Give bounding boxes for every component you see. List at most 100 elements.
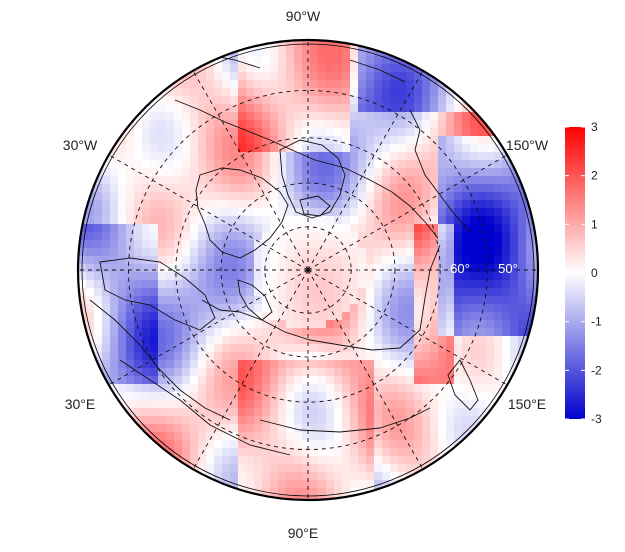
field-cell [174,80,183,89]
field-cell [174,232,183,241]
field-cell [174,48,183,57]
field-cell [102,408,111,417]
field-cell [422,256,431,265]
field-cell [470,64,479,73]
field-cell [374,40,383,49]
field-cell [462,56,471,65]
field-cell [454,248,463,257]
field-cell [254,488,263,497]
field-cell [158,216,167,225]
field-cell [382,456,391,465]
field-cell [158,192,167,201]
field-cell [526,232,535,241]
field-cell [190,456,199,465]
field-cell [318,136,327,145]
field-cell [414,56,423,65]
field-cell [158,144,167,153]
field-cell [118,232,127,241]
field-cell [166,208,175,217]
field-cell [158,184,167,193]
field-cell [286,352,295,361]
field-cell [398,232,407,241]
field-cell [150,64,159,73]
field-cell [134,216,143,225]
field-cell [374,88,383,97]
field-cell [358,440,367,449]
field-cell [270,352,279,361]
field-cell [326,168,335,177]
field-cell [342,464,351,473]
field-cell [278,208,287,217]
field-cell [110,176,119,185]
field-cell [446,352,455,361]
field-cell [230,40,239,49]
field-cell [374,216,383,225]
field-cell [214,224,223,233]
field-cell [526,40,535,49]
field-cell [326,424,335,433]
meridian-210 [108,154,309,271]
field-cell [158,120,167,129]
field-cell [286,256,295,265]
field-cell [446,304,455,313]
field-cell [94,272,103,281]
field-cell [318,488,327,497]
field-cell [390,408,399,417]
field-cell [262,64,271,73]
field-cell [78,120,87,129]
field-cell [214,88,223,97]
field-cell [366,240,375,249]
field-cell [366,72,375,81]
field-cell [526,80,535,89]
field-cell [430,208,439,217]
field-cell [414,424,423,433]
field-cell [462,120,471,129]
field-cell [406,128,415,137]
field-cell [102,96,111,105]
field-cell [118,40,127,49]
field-cell [206,48,215,57]
field-cell [166,40,175,49]
field-cell [118,280,127,289]
field-cell [326,432,335,441]
field-cell [502,480,511,489]
field-cell [374,64,383,73]
field-cell [494,464,503,473]
field-cell [166,104,175,113]
field-cell [446,488,455,497]
field-cell [198,408,207,417]
field-cell [350,104,359,113]
field-cell [190,424,199,433]
field-cell [190,280,199,289]
field-cell [318,48,327,57]
field-cell [110,336,119,345]
field-cell [238,240,247,249]
field-cell [390,296,399,305]
field-cell [254,96,263,105]
field-cell [342,152,351,161]
field-cell [326,280,335,289]
field-cell [174,96,183,105]
lat-label-50: 50° [498,261,518,276]
field-cell [374,56,383,65]
field-cell [246,296,255,305]
field-cell [398,96,407,105]
field-cell [94,192,103,201]
field-cell [150,232,159,241]
field-cell [262,304,271,313]
field-cell [318,112,327,121]
field-cell [422,208,431,217]
field-cell [438,168,447,177]
field-cell [126,448,135,457]
field-cell [414,344,423,353]
field-cell [134,240,143,249]
field-cell [422,184,431,193]
field-cell [366,472,375,481]
field-cell [470,312,479,321]
field-cell [158,312,167,321]
field-cell [382,304,391,313]
field-cell [438,280,447,289]
field-cell [366,336,375,345]
field-cell [286,232,295,241]
field-cell [254,216,263,225]
